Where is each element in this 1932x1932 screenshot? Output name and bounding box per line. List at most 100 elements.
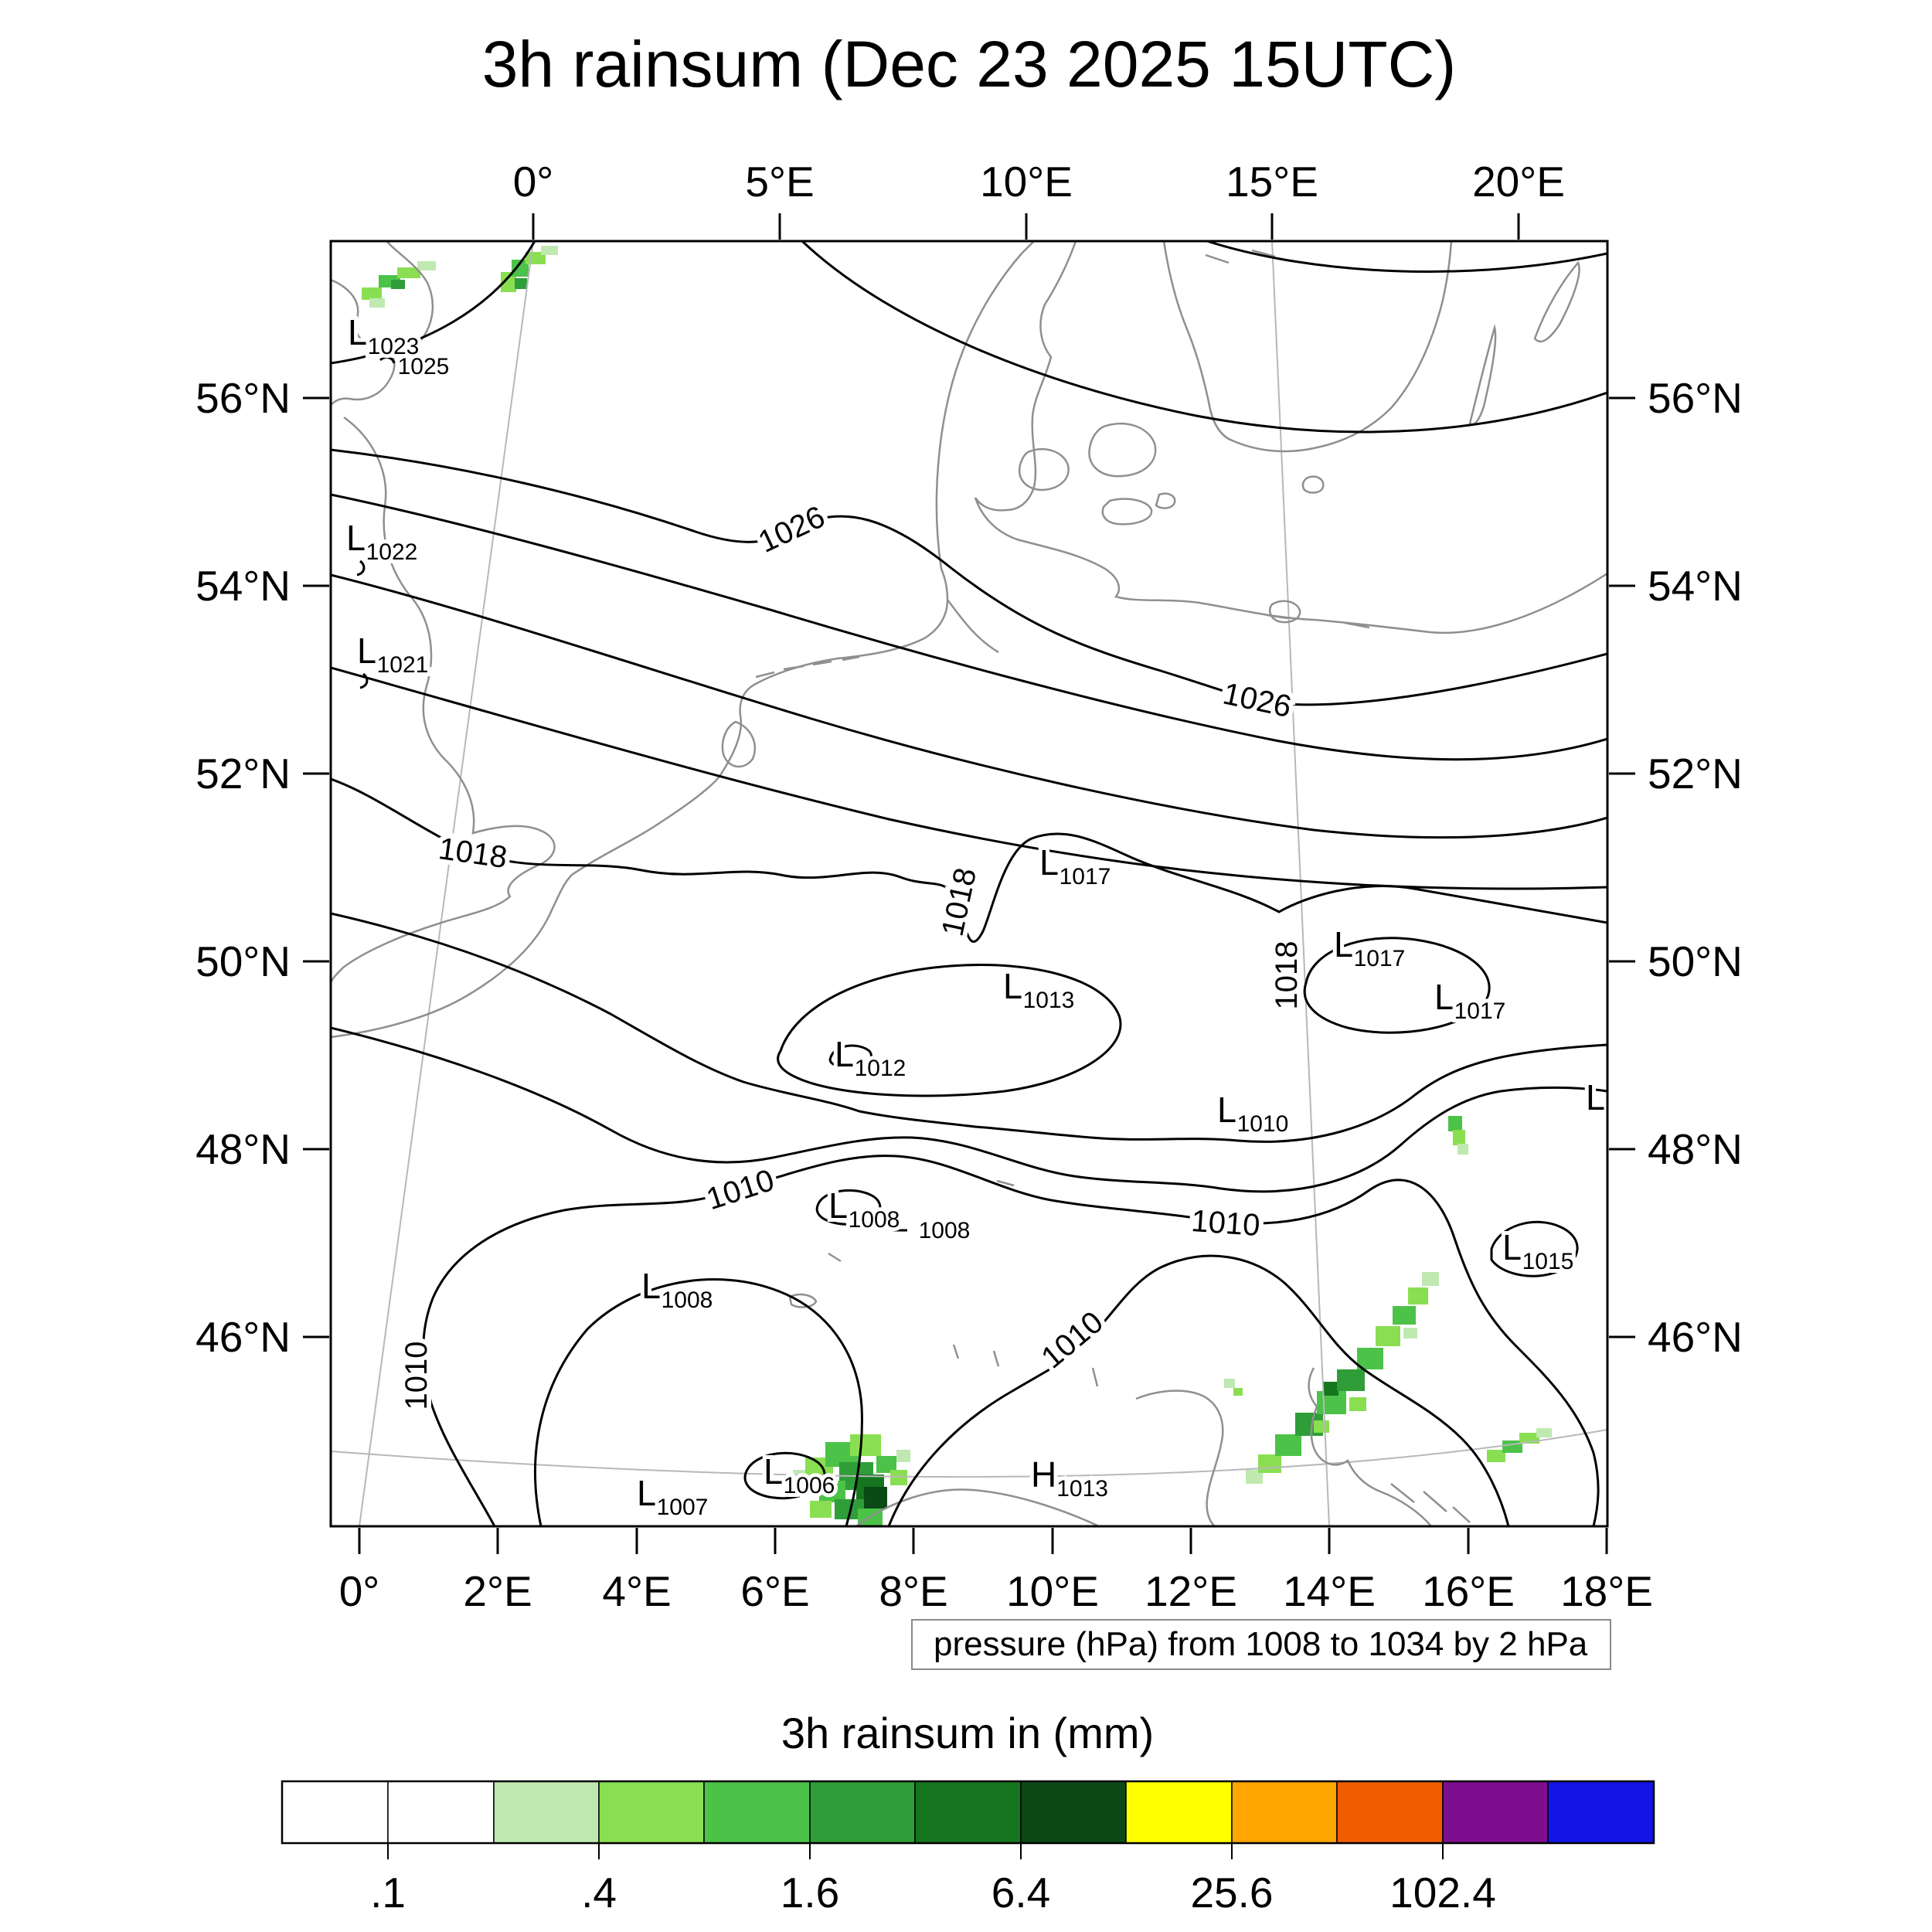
isobar-label: 1018: [936, 865, 984, 939]
rain-cell: [391, 280, 405, 289]
rain-shading: [362, 246, 1552, 1526]
right-axis-label: 46°N: [1648, 1313, 1743, 1361]
isobar-label: 1026: [753, 499, 830, 559]
rain-cell: [896, 1450, 910, 1462]
top-axis-label: 0°: [513, 158, 554, 206]
coast-istria-croatia: [1308, 1367, 1432, 1526]
coast-sweden-south: [1162, 241, 1453, 453]
bottom-axis-label: 0°: [339, 1567, 380, 1615]
low-center-label: L1008: [641, 1266, 713, 1313]
coast-england-east: [331, 416, 556, 984]
isobar-1014-closed: [1490, 1220, 1579, 1277]
high-center-label: H1013: [1031, 1454, 1108, 1502]
rain-cell: [501, 272, 516, 292]
isobar: [331, 493, 1607, 761]
rain-cell: [890, 1470, 907, 1485]
coast-adriatic-west: [1135, 1389, 1224, 1526]
top-axis-label: 10°E: [980, 158, 1073, 206]
coastlines: [331, 241, 1607, 1526]
meridian-15E: [1271, 241, 1330, 1526]
isobar-1010-south: [887, 1254, 1510, 1526]
map-canvas: 1026 1026 1018 1018 1018 1010 1010 1010 …: [331, 241, 1607, 1526]
left-axis-label: 56°N: [196, 374, 291, 422]
coast-continent-north-sea: [331, 241, 1035, 1039]
isobar: [801, 241, 1607, 434]
colorbar-cell: [1125, 1781, 1233, 1844]
rain-cell: [1258, 1454, 1281, 1473]
top-axis: 0° 5°E 10°E 15°E 20°E: [513, 158, 1565, 240]
colorbar-label: 1.6: [781, 1869, 839, 1917]
rain-cell: [1458, 1144, 1468, 1155]
rain-cell: [1536, 1428, 1552, 1437]
caption-box: [911, 1619, 1611, 1670]
bottom-axis-label: 6°E: [740, 1567, 809, 1615]
rain-cell: [850, 1434, 881, 1456]
isobar-1018-closed: [1303, 937, 1491, 1034]
isobar: [331, 573, 1607, 839]
colorbar-cell: [1442, 1781, 1549, 1844]
isobar-label-small: 1025: [398, 354, 450, 379]
bottom-axis-label: 10°E: [1006, 1567, 1099, 1615]
colorbar-cell: [1336, 1781, 1444, 1844]
right-axis-label: 56°N: [1648, 374, 1743, 422]
low-center-label: L1013: [1003, 966, 1074, 1013]
rain-cell: [1233, 1388, 1243, 1396]
rain-cell: [1246, 1470, 1263, 1484]
coast-denmark-baltic: [974, 241, 1607, 634]
low-center-label: L1017: [1039, 842, 1111, 889]
caption-text: pressure (hPa) from 1008 to 1034 by 2 hP…: [934, 1625, 1588, 1663]
colorbar-cell: [281, 1781, 389, 1844]
rain-cell: [1448, 1116, 1462, 1131]
isobar: [331, 1026, 1607, 1193]
coast-small-island: [1155, 492, 1176, 509]
rain-cell: [1403, 1328, 1417, 1338]
bottom-axis-label: 4°E: [602, 1567, 671, 1615]
isobar: [331, 912, 1607, 1143]
isobar-tiny: [359, 672, 369, 689]
coast-ruegen-island: [1269, 600, 1301, 624]
colorbar-label: 25.6: [1190, 1869, 1273, 1917]
contour-labels: 1026 1026 1018 1018 1018 1010 1010 1010 …: [394, 350, 1308, 1414]
coast-liguria: [855, 1488, 1098, 1526]
parallel-south: [331, 1429, 1607, 1478]
swedish-lakes: [1205, 249, 1276, 264]
left-axis-label: 48°N: [196, 1125, 291, 1173]
isobar-label: 1010: [400, 1342, 434, 1410]
bottom-axis-label: 12°E: [1145, 1567, 1237, 1615]
low-center-label: L1006: [764, 1451, 835, 1498]
isobar-1006-closed: [743, 1451, 826, 1500]
rain-cell: [1357, 1348, 1383, 1369]
isobar-label: 1026: [1220, 677, 1294, 725]
left-axis-label: 50°N: [196, 937, 291, 985]
right-axis: 56°N 54°N 52°N 50°N 48°N 46°N: [1609, 374, 1743, 1361]
left-axis-label: 54°N: [196, 562, 291, 610]
isobar-1010: [422, 1155, 1600, 1526]
bottom-axis-label: 16°E: [1422, 1567, 1515, 1615]
rain-cell: [362, 287, 382, 300]
rain-cell: [1323, 1382, 1338, 1396]
isobar-tiny: [356, 560, 366, 577]
coast-funen-island: [1018, 448, 1070, 492]
rain-cell: [515, 278, 527, 289]
isobar-label-small: 1008: [919, 1218, 971, 1243]
colorbar-label: 6.4: [992, 1869, 1050, 1917]
coast-gotland-island: [1533, 260, 1580, 343]
coast-zealand-island: [1088, 422, 1157, 478]
isobar-label: 1010: [1190, 1204, 1261, 1243]
low-center-label: L1007: [637, 1473, 708, 1520]
rain-cell: [819, 1481, 845, 1502]
rain-cell: [1337, 1369, 1365, 1391]
rain-cell: [1349, 1397, 1366, 1411]
low-center-label: L1017: [1434, 977, 1505, 1024]
rain-cell: [541, 246, 558, 255]
map-frame: [329, 240, 1609, 1528]
colorbar-label: .4: [581, 1869, 617, 1917]
right-axis-label: 52°N: [1648, 750, 1743, 798]
isobar-1025-tiny: [379, 356, 396, 364]
colorbar-cell: [703, 1781, 811, 1844]
low-center-label: L1008: [828, 1185, 900, 1233]
colorbar-frame: [281, 1780, 1655, 1845]
coast-frisian-islands: [755, 655, 860, 679]
graticule: [331, 241, 1607, 1526]
